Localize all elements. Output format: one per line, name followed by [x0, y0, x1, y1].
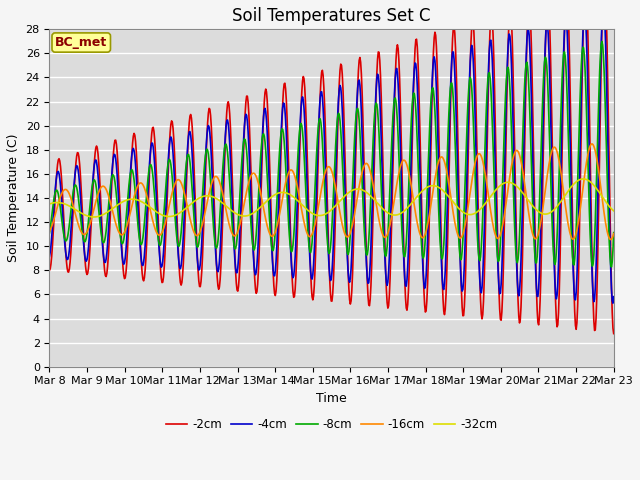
- -32cm: [580, 176, 588, 182]
- -2cm: [112, 137, 120, 143]
- -8cm: [422, 235, 429, 240]
- -4cm: [265, 164, 273, 170]
- -4cm: [609, 300, 617, 306]
- -32cm: [422, 185, 430, 191]
- -8cm: [243, 158, 251, 164]
- -32cm: [216, 198, 224, 204]
- Legend: -2cm, -4cm, -8cm, -16cm, -32cm: -2cm, -4cm, -8cm, -16cm, -32cm: [161, 413, 502, 436]
- -4cm: [45, 253, 53, 259]
- -8cm: [607, 264, 615, 270]
- -2cm: [243, 93, 251, 99]
- -16cm: [216, 179, 223, 184]
- -16cm: [112, 220, 120, 226]
- -8cm: [112, 185, 120, 191]
- Y-axis label: Soil Temperature (C): Soil Temperature (C): [7, 134, 20, 262]
- Line: -4cm: -4cm: [49, 5, 614, 303]
- X-axis label: Time: Time: [316, 392, 347, 405]
- -4cm: [610, 294, 618, 300]
- -32cm: [45, 201, 53, 207]
- -2cm: [45, 267, 53, 273]
- Title: Soil Temperatures Set C: Soil Temperatures Set C: [232, 7, 431, 25]
- -8cm: [598, 39, 605, 45]
- -2cm: [216, 284, 223, 290]
- -2cm: [265, 131, 273, 137]
- -16cm: [607, 237, 614, 242]
- -4cm: [390, 109, 397, 115]
- -32cm: [244, 213, 252, 218]
- -32cm: [610, 208, 618, 214]
- Line: -8cm: -8cm: [49, 42, 614, 267]
- -16cm: [422, 231, 429, 237]
- -8cm: [216, 221, 223, 227]
- -16cm: [265, 228, 273, 234]
- -32cm: [90, 214, 97, 220]
- -4cm: [600, 2, 607, 8]
- -8cm: [45, 230, 53, 236]
- -16cm: [610, 231, 618, 237]
- -32cm: [266, 196, 273, 202]
- -2cm: [422, 309, 429, 315]
- -8cm: [265, 201, 273, 206]
- Line: -2cm: -2cm: [49, 0, 614, 334]
- Line: -16cm: -16cm: [49, 144, 614, 240]
- -16cm: [390, 201, 397, 206]
- -4cm: [422, 283, 429, 288]
- Text: BC_met: BC_met: [55, 36, 108, 49]
- Line: -32cm: -32cm: [49, 179, 614, 217]
- -4cm: [216, 259, 223, 265]
- -8cm: [390, 102, 397, 108]
- -8cm: [610, 230, 618, 236]
- -2cm: [390, 130, 397, 136]
- -32cm: [390, 212, 398, 218]
- -16cm: [45, 228, 53, 234]
- -2cm: [610, 331, 618, 336]
- -4cm: [112, 156, 120, 162]
- -4cm: [243, 118, 251, 124]
- -32cm: [113, 203, 120, 209]
- -16cm: [243, 185, 251, 191]
- -16cm: [588, 141, 595, 147]
